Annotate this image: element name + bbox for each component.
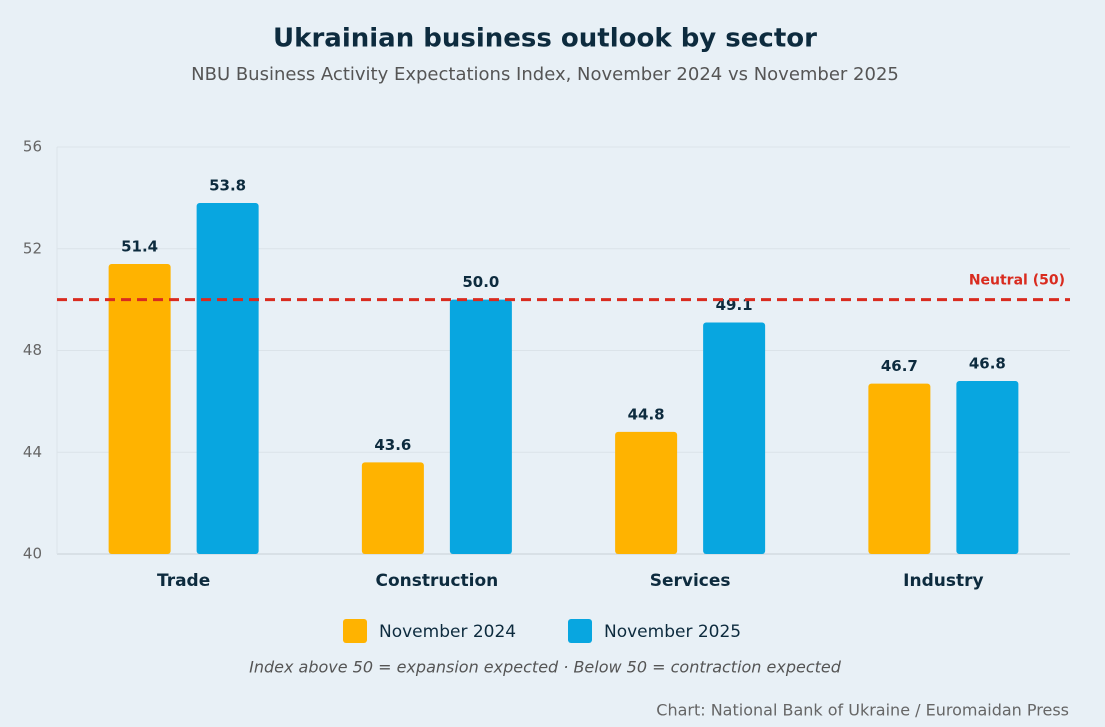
value-label: 50.0	[462, 273, 499, 291]
chart-subtitle: NBU Business Activity Expectations Index…	[191, 64, 899, 85]
value-label: 46.7	[881, 357, 918, 375]
note: Index above 50 = expansion expected · Be…	[249, 658, 842, 677]
x-tick-label: Construction	[375, 571, 498, 591]
y-tick-label: 40	[23, 545, 42, 563]
bar	[615, 431, 678, 554]
y-tick-label: 44	[23, 443, 42, 461]
legend-swatch	[568, 619, 592, 643]
chart-title: Ukrainian business outlook by sector	[273, 24, 817, 54]
legend-label: November 2025	[604, 622, 741, 642]
value-label: 44.8	[628, 405, 665, 423]
bar	[449, 299, 512, 554]
value-label: 51.4	[121, 238, 158, 256]
x-tick-label: Industry	[903, 571, 983, 591]
x-tick-label: Services	[650, 571, 731, 591]
bar	[956, 381, 1019, 554]
x-tick-label: Trade	[157, 571, 210, 591]
value-label: 49.1	[716, 296, 753, 314]
legend-swatch	[343, 619, 367, 643]
y-tick-label: 52	[23, 239, 42, 257]
bar	[361, 462, 424, 554]
value-label: 46.8	[969, 355, 1006, 373]
legend-label: November 2024	[379, 622, 516, 642]
bar	[868, 383, 931, 554]
source: Chart: National Bank of Ukraine / Euroma…	[656, 701, 1069, 720]
y-tick-label: 48	[23, 341, 42, 359]
bar	[108, 264, 171, 554]
bar	[196, 202, 259, 554]
reference-label: Neutral (50)	[969, 273, 1065, 289]
y-tick-label: 56	[23, 138, 42, 156]
bar	[703, 322, 766, 554]
value-label: 53.8	[209, 176, 246, 194]
value-label: 43.6	[374, 436, 411, 454]
